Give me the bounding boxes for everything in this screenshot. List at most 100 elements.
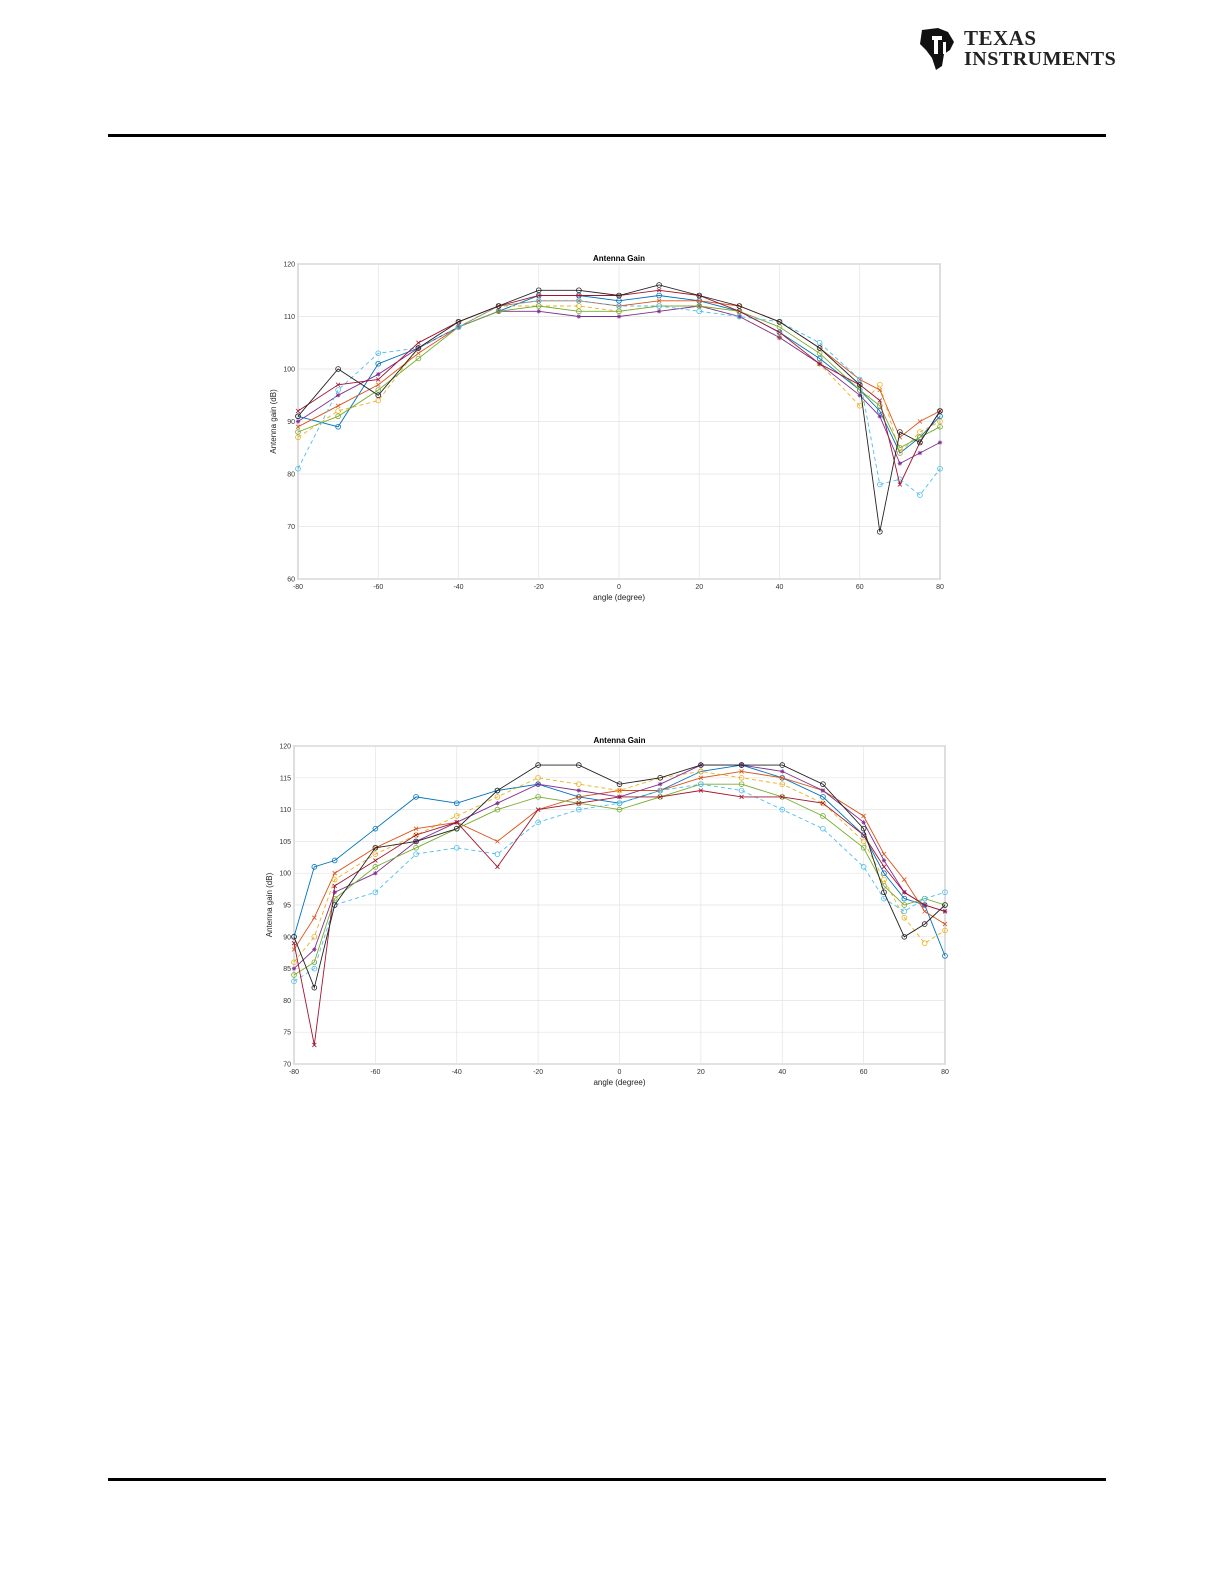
chart-1-data-point [295, 408, 301, 414]
chart-2-data-point [535, 807, 541, 812]
chart-1-data-point [656, 292, 662, 299]
chart-2-data-point [311, 965, 318, 972]
chart-2-data-point [616, 806, 623, 813]
chart-2-y-tick-label: 75 [283, 1030, 291, 1037]
chart-2-y-tick-label: 95 [283, 903, 291, 910]
chart-2-data-point [312, 915, 317, 921]
chart-2-data-point [881, 851, 887, 857]
chart-1-y-tick-label: 100 [283, 367, 295, 374]
chart-1-data-point [375, 350, 382, 357]
chart-2-data-point [453, 813, 460, 819]
chart-1-data-point [777, 335, 782, 340]
chart-2-data-point [616, 781, 623, 787]
chart-1-data-point [917, 439, 923, 446]
header-rule [108, 134, 1106, 137]
chart-2-data-point [535, 794, 541, 800]
chart-2-data-point [779, 806, 786, 813]
chart-1-x-tick-label: -40 [453, 584, 463, 591]
chart-1-data-point [576, 308, 582, 315]
chart-2-data-point [738, 762, 745, 768]
chart-1-title: Antenna Gain [593, 254, 645, 263]
chart-2-data-point [657, 781, 663, 787]
chart-2-data-point [942, 927, 948, 934]
chart-2-data-point [860, 864, 867, 870]
chart-1-x-tick-label: 80 [936, 584, 944, 591]
chart-2-data-point [576, 806, 582, 813]
chart-1-data-point [917, 419, 923, 424]
chart-2-data-point [291, 940, 297, 946]
chart-2-x-tick-label: 0 [618, 1069, 622, 1076]
chart-1-data-point [897, 429, 903, 435]
chart-2-data-point [861, 813, 866, 819]
chart-1-data-point [536, 298, 542, 304]
chart-2-data-point [311, 864, 318, 870]
chart-1-data-point [897, 482, 903, 487]
chart-1-data-point [937, 423, 943, 430]
chart-2-data-point [332, 890, 337, 895]
chart-2-y-tick-label: 90 [283, 934, 291, 941]
chart-1-data-point [535, 303, 542, 309]
chart-2-x-tick-label: -20 [533, 1069, 543, 1076]
chart-1-data-point [536, 309, 541, 314]
chart-2-y-tick-label: 120 [279, 744, 291, 751]
chart-2-data-point [617, 788, 622, 793]
chart-1-data-point [776, 318, 783, 325]
chart-1-data-point [737, 308, 742, 314]
chart-1-data-point [576, 297, 582, 304]
chart-1-y-tick-label: 90 [287, 419, 295, 426]
chart-2-data-point [921, 902, 928, 908]
chart-1-data-point [495, 303, 502, 309]
chart-2-data-point [413, 844, 419, 851]
chart-2-data-point [657, 794, 663, 800]
chart-2-data-point [820, 800, 826, 806]
chart-2-data-point [861, 820, 866, 825]
chart-2-data-point [331, 895, 338, 902]
chart-2-data-point [372, 851, 379, 857]
chart-2-data-point [372, 844, 379, 851]
chart-2-data-point [495, 801, 500, 806]
chart-2-data-point [413, 832, 419, 838]
chart-2-data-point [535, 774, 541, 781]
chart-2-data-point [860, 838, 867, 845]
chart-2-data-point [881, 876, 887, 883]
chart-1-svg: -80 -60 -40 -20 0 20 40 60 80 60 70 80 90 100 110 120 An… [269, 254, 944, 602]
chart-2-data-point [535, 819, 541, 826]
chart-2-data-point [698, 781, 704, 787]
chart-2-data-point [820, 794, 826, 800]
chart-1-y-tick-label: 70 [287, 524, 295, 531]
chart-2-data-point [779, 775, 785, 781]
chart-1-data-point [776, 329, 783, 336]
chart-2-data-point [413, 832, 419, 838]
chart-1-data-point [917, 450, 923, 456]
chart-2-data-point [453, 825, 460, 832]
chart-2-data-point [312, 1042, 317, 1048]
chart-2-y-tick-label: 80 [283, 998, 291, 1005]
chart-1-data-point [416, 340, 421, 346]
chart-1-data-point [736, 303, 743, 309]
chart-1-y-tick-label: 60 [287, 577, 295, 584]
chart-2-data-point [413, 838, 419, 845]
chart-2-data-point [535, 762, 541, 768]
chart-1-data-point [295, 429, 301, 435]
chart-2-data-point [291, 934, 297, 940]
chart-2-y-tick-label: 110 [280, 807, 291, 814]
chart-2-data-point [901, 902, 908, 908]
chart-2-y-tick-label: 85 [283, 966, 291, 973]
chart-2-data-point [780, 769, 785, 774]
chart-2-data-point [413, 826, 419, 831]
chart-1-x-tick-label: 0 [617, 584, 621, 591]
chart-1-data-point [937, 440, 943, 445]
chart-2-data-point [738, 787, 745, 794]
chart-1-data-point [656, 287, 662, 293]
chart-2-data-point [738, 781, 745, 787]
chart-2-data-point [413, 794, 419, 800]
chart-1-data-point [816, 355, 823, 362]
chart-2-data-point [901, 934, 908, 940]
company-logo: TEXAS INSTRUMENTS [918, 24, 1116, 72]
chart-2-data-point [373, 871, 378, 876]
chart-2-y-axis-label: Antenna gain (dB) [265, 872, 274, 937]
chart-1-data-point [375, 397, 382, 404]
chart-1-series-7 [295, 287, 943, 487]
chart-2-data-point [291, 972, 297, 978]
chart-1-data-point [917, 434, 923, 441]
